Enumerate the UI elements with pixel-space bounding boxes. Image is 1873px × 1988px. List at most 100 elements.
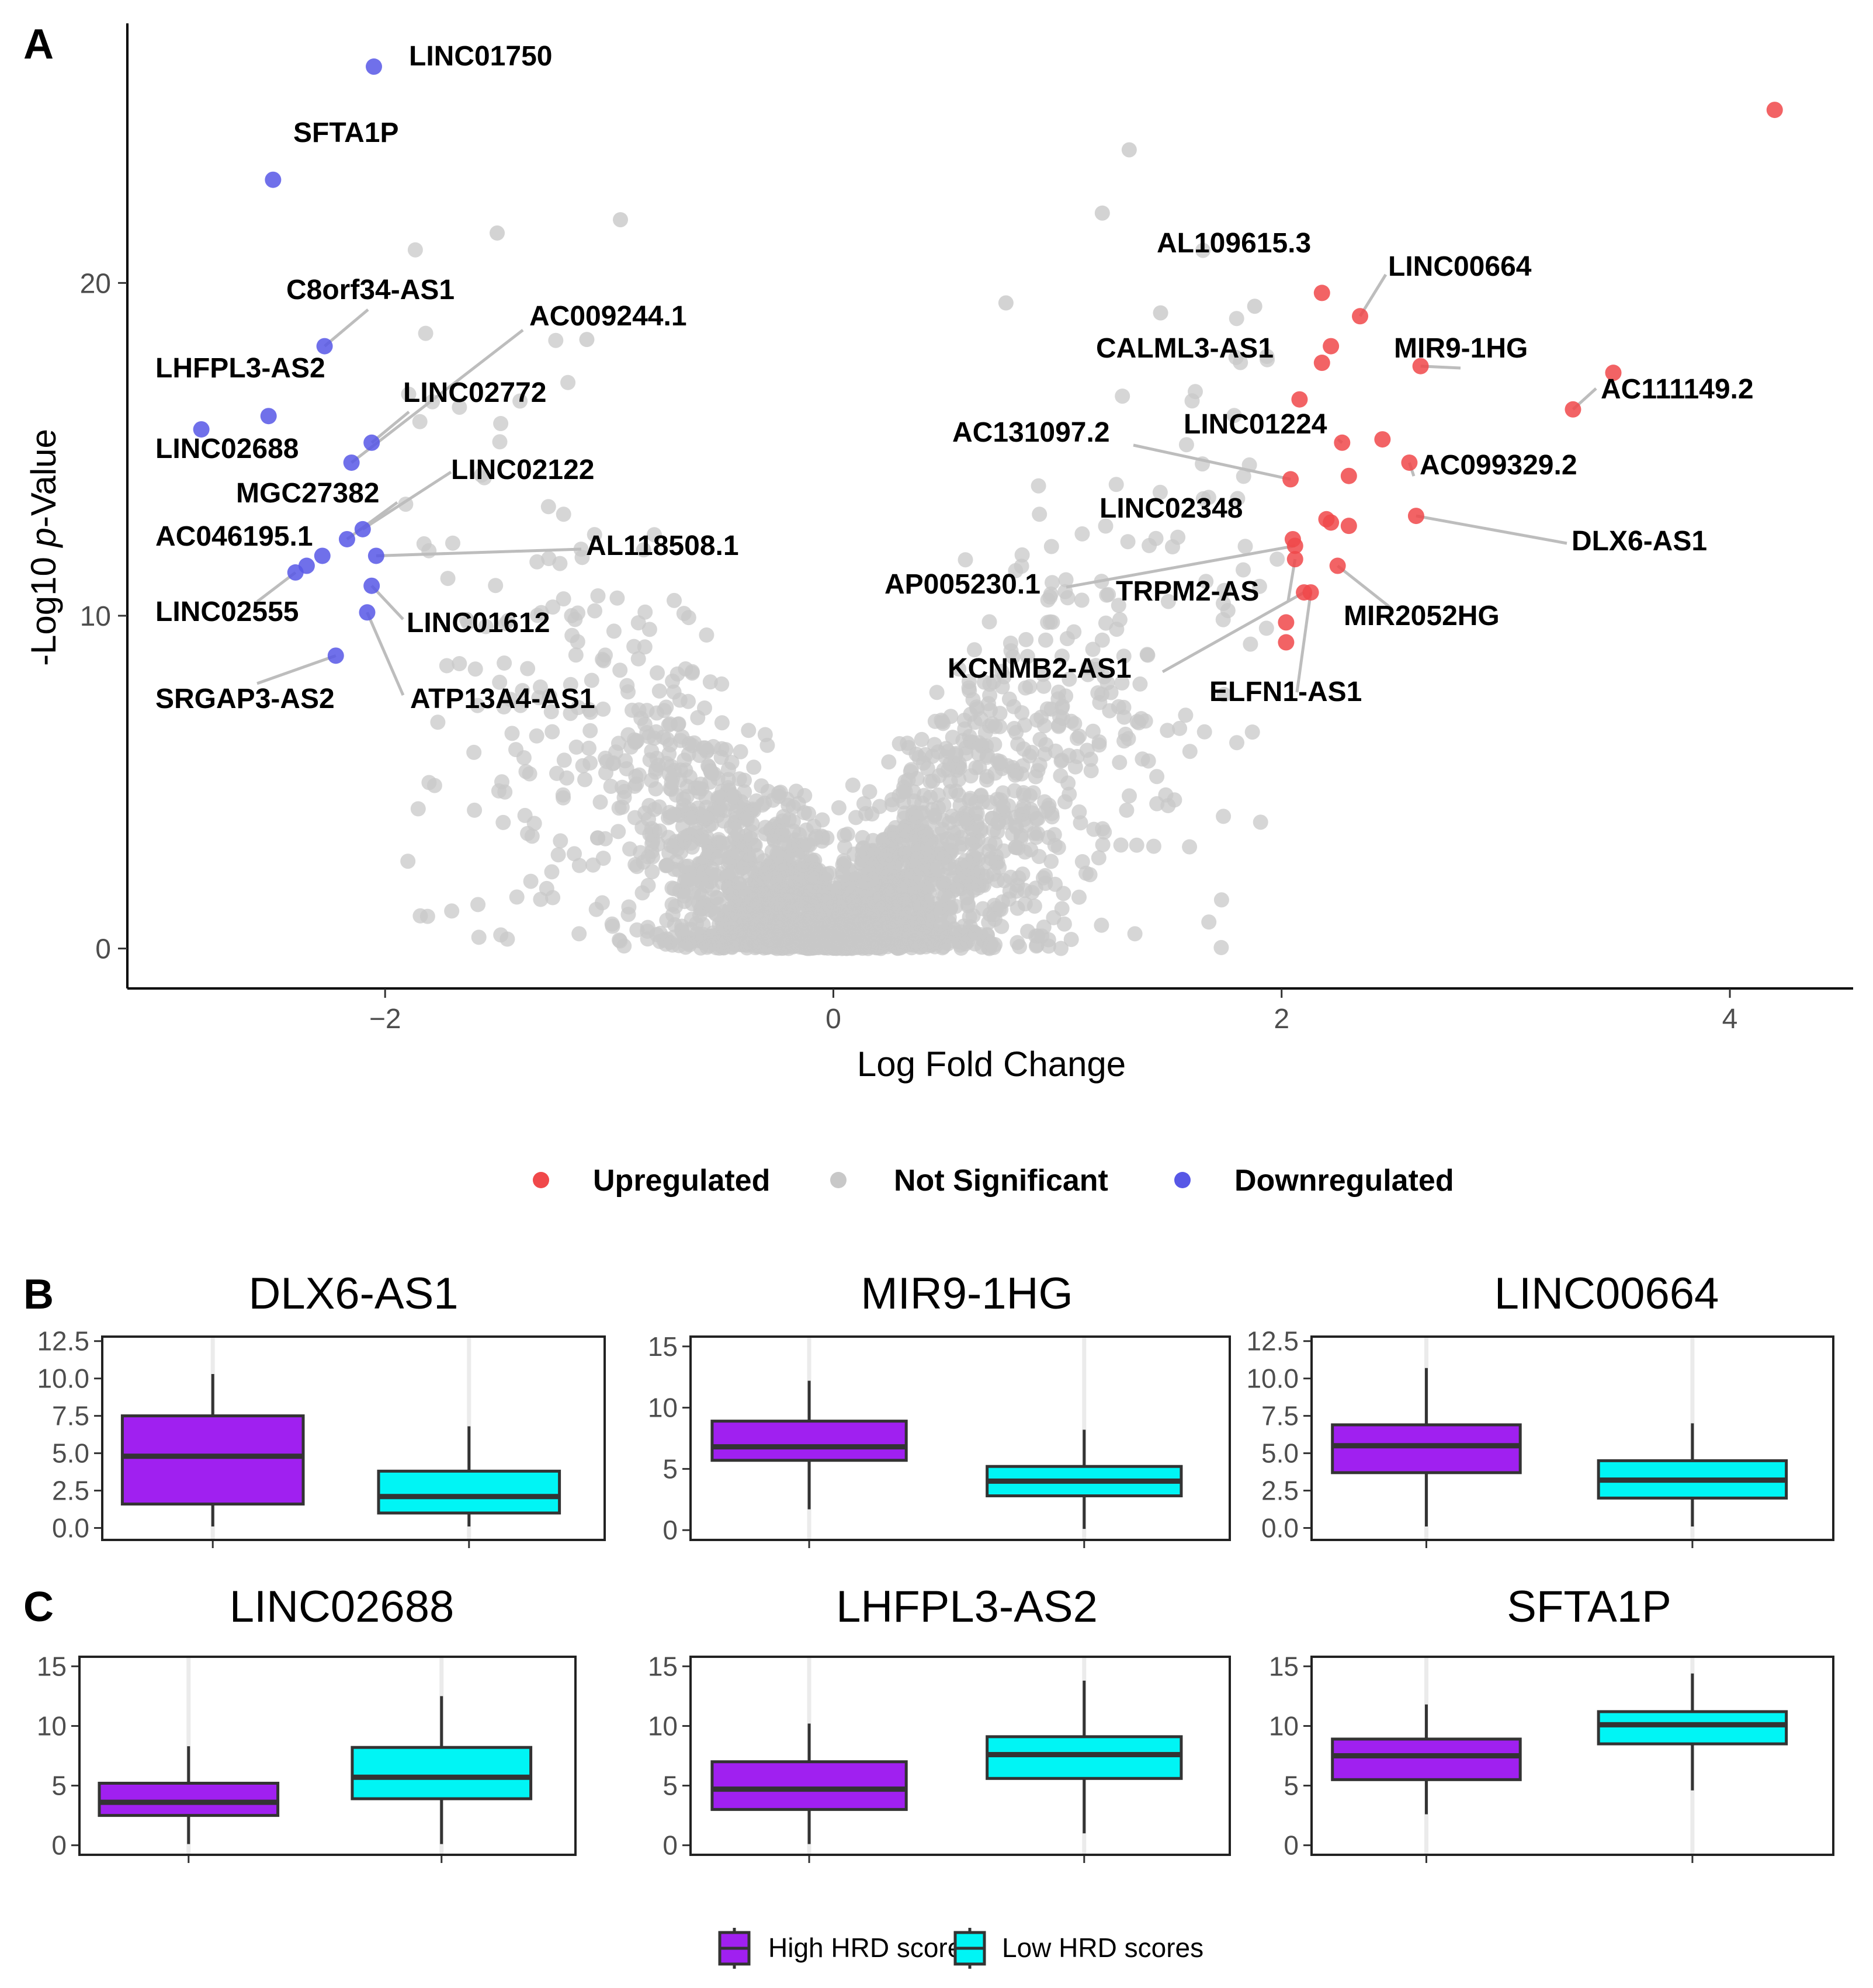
ns-point bbox=[544, 724, 560, 740]
iqr-box bbox=[1331, 1423, 1522, 1474]
ns-point bbox=[800, 941, 815, 956]
y-tick-label: 12.5 bbox=[1246, 1326, 1299, 1356]
ns-point bbox=[1216, 809, 1232, 824]
ns-point bbox=[722, 849, 737, 865]
down-point bbox=[338, 530, 355, 547]
ns-point bbox=[419, 908, 435, 924]
ns-point bbox=[818, 924, 834, 940]
ns-point bbox=[733, 744, 748, 759]
box-plot-title: SFTA1P bbox=[1507, 1582, 1671, 1632]
ns-point bbox=[520, 825, 536, 841]
ns-point bbox=[670, 717, 686, 733]
ns-point bbox=[1079, 743, 1095, 758]
volcano-axes: −2 0 2 4 0 10 20 bbox=[80, 23, 1853, 1035]
legend-high-label: High HRD scores bbox=[768, 1933, 976, 1963]
ns-point bbox=[861, 925, 877, 941]
ns-point bbox=[771, 789, 787, 804]
ns-point bbox=[1213, 940, 1229, 955]
ns-point bbox=[630, 651, 646, 667]
ns-point bbox=[940, 762, 956, 778]
ns-point bbox=[1229, 311, 1244, 327]
up-point bbox=[1282, 471, 1299, 488]
ns-point bbox=[848, 810, 863, 825]
ns-point bbox=[581, 702, 597, 717]
ns-point bbox=[1030, 928, 1046, 944]
box-plot-panels: DLX6-AS1 0.0 2.5 5.0 7.5 10.0 12.5 MIR9-1HG 0 5 10… bbox=[37, 1269, 1834, 1863]
leader-line bbox=[1416, 514, 1567, 545]
ns-point bbox=[720, 868, 736, 883]
ns-point bbox=[731, 771, 747, 787]
ns-point bbox=[1132, 676, 1148, 692]
ns-point bbox=[679, 789, 695, 804]
ns-point bbox=[630, 615, 646, 631]
ns-point bbox=[1101, 587, 1116, 602]
ns-point bbox=[991, 755, 1007, 771]
iqr-box bbox=[710, 1760, 908, 1811]
ns-point bbox=[981, 614, 997, 630]
ns-point bbox=[1230, 491, 1246, 506]
ns-point bbox=[936, 797, 952, 813]
ns-point bbox=[467, 661, 483, 677]
ns-point bbox=[665, 674, 681, 689]
ns-point bbox=[714, 676, 730, 692]
ns-point bbox=[965, 836, 980, 852]
ns-point bbox=[678, 939, 693, 955]
ns-point bbox=[951, 661, 967, 677]
ns-point bbox=[650, 665, 665, 681]
up-point bbox=[1329, 557, 1346, 574]
ns-point bbox=[407, 242, 423, 258]
ns-point bbox=[430, 714, 446, 730]
ns-point bbox=[1119, 802, 1135, 818]
ns-point bbox=[1247, 299, 1262, 314]
gene-label: LINC00664 bbox=[1388, 251, 1532, 282]
ns-point bbox=[695, 917, 711, 932]
leader-line bbox=[346, 501, 398, 540]
y-tick-label: 20 bbox=[80, 268, 111, 299]
ns-point bbox=[1054, 901, 1070, 917]
ns-point bbox=[579, 332, 595, 348]
ns-point bbox=[1026, 898, 1042, 914]
ns-point bbox=[987, 835, 1003, 851]
ns-point bbox=[520, 661, 536, 676]
ns-point bbox=[788, 783, 804, 799]
volcano-legend: Upregulated Not Significant Downregulate… bbox=[533, 1164, 1454, 1198]
y-tick-label: 10 bbox=[648, 1711, 678, 1741]
ns-point bbox=[1002, 883, 1018, 899]
y-tick-label: 5.0 bbox=[1261, 1438, 1299, 1469]
ns-point bbox=[1058, 572, 1074, 588]
ns-point bbox=[556, 591, 571, 607]
box-plot-title: MIR9-1HG bbox=[861, 1269, 1073, 1319]
ns-point bbox=[571, 926, 587, 942]
ns-point bbox=[533, 891, 549, 907]
ns-point bbox=[703, 866, 719, 882]
ns-point bbox=[982, 688, 998, 703]
box-plot-linc02688: LINC02688 0 5 10 15 bbox=[37, 1582, 577, 1863]
ns-point bbox=[909, 771, 925, 786]
ns-point bbox=[667, 592, 682, 608]
gene-label: AC046195.1 bbox=[155, 521, 313, 552]
up-point bbox=[1323, 514, 1340, 531]
ns-point bbox=[994, 664, 1010, 679]
ns-point bbox=[987, 719, 1003, 734]
ns-point bbox=[590, 588, 606, 603]
ns-point bbox=[637, 805, 653, 821]
ns-point bbox=[914, 731, 929, 747]
ns-point bbox=[445, 535, 460, 551]
gene-label: LINC02348 bbox=[1099, 493, 1243, 524]
gene-label: AC009244.1 bbox=[529, 301, 687, 332]
ns-point bbox=[752, 873, 768, 889]
ns-point bbox=[400, 854, 416, 869]
ns-point bbox=[920, 761, 935, 776]
ns-point bbox=[1044, 809, 1060, 825]
ns-point bbox=[556, 752, 572, 768]
iqr-box bbox=[986, 1735, 1183, 1780]
ns-point bbox=[658, 858, 674, 873]
ns-point bbox=[908, 828, 924, 844]
ns-point bbox=[1122, 788, 1137, 804]
leader-line bbox=[323, 308, 369, 348]
ns-point bbox=[896, 784, 911, 800]
up-point bbox=[1313, 285, 1330, 301]
ns-point bbox=[556, 790, 571, 806]
ns-point bbox=[841, 880, 857, 896]
ns-point bbox=[637, 639, 653, 655]
